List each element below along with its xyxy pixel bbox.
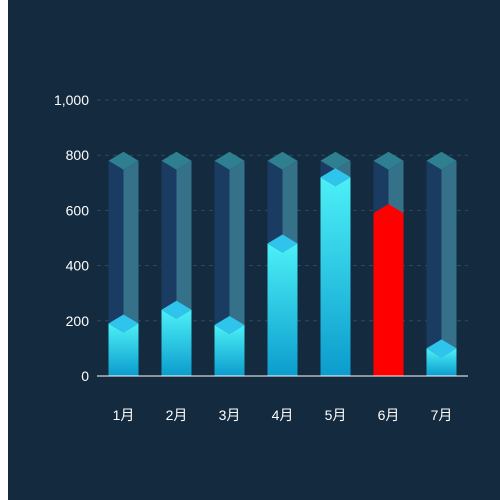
x-tick-label: 4月 <box>272 407 294 423</box>
chart-panel <box>8 0 500 500</box>
track-top-cap <box>373 151 404 170</box>
bar <box>161 309 192 376</box>
y-tick-label: 800 <box>66 147 90 163</box>
bar <box>267 243 298 376</box>
track-right-face <box>441 160 457 376</box>
track-top-cap <box>108 151 139 170</box>
bar <box>214 324 245 376</box>
tick-labels: 0 200 400 600 800 1,000 1月 2月 3月 4月 5月 6月 7月 <box>54 92 452 423</box>
x-tick-label: 1月 <box>113 407 135 423</box>
bar-top-cap <box>214 315 245 334</box>
track-top-cap <box>320 151 351 170</box>
track-top-cap <box>214 151 245 170</box>
bar <box>426 348 457 376</box>
bar-top-cap <box>426 339 457 358</box>
bars <box>108 168 457 376</box>
bar-top-cap <box>267 234 298 253</box>
track-top-cap <box>267 151 298 170</box>
bar-top-cap <box>161 300 192 319</box>
bar <box>373 213 404 376</box>
y-tick-label: 1,000 <box>54 92 89 108</box>
y-tick-label: 400 <box>66 258 90 274</box>
y-tick-label: 600 <box>66 202 90 218</box>
track-top-cap <box>426 151 457 170</box>
bar-top-cap <box>373 204 404 223</box>
bar-top-cap <box>108 314 139 333</box>
y-tick-label: 200 <box>66 313 90 329</box>
track-top-cap <box>161 151 192 170</box>
x-tick-label: 5月 <box>325 407 347 423</box>
x-tick-label: 7月 <box>431 407 453 423</box>
track-left-face <box>426 160 442 376</box>
bar <box>320 177 351 376</box>
bar-top-cap <box>320 168 351 187</box>
bar <box>108 323 139 376</box>
x-tick-label: 3月 <box>219 407 241 423</box>
y-tick-label: 0 <box>81 368 89 384</box>
x-tick-label: 2月 <box>166 407 188 423</box>
x-tick-label: 6月 <box>378 407 400 423</box>
